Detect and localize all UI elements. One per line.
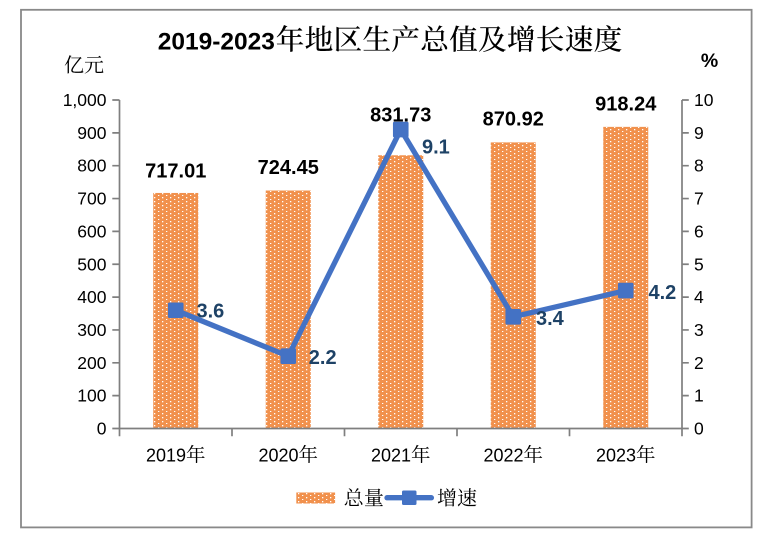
svg-text:831.73: 831.73 (370, 104, 431, 126)
svg-text:724.45: 724.45 (258, 157, 319, 179)
svg-text:600: 600 (77, 221, 106, 241)
svg-text:300: 300 (77, 320, 106, 340)
svg-text:2021: 2021 (371, 446, 411, 466)
svg-text:3.6: 3.6 (197, 300, 225, 322)
svg-text:500: 500 (77, 254, 106, 274)
svg-text:2.2: 2.2 (309, 347, 337, 369)
svg-text:400: 400 (77, 287, 106, 307)
svg-text:200: 200 (77, 353, 106, 373)
svg-text:0: 0 (97, 419, 107, 439)
svg-text:2019-2023: 2019-2023 (158, 29, 275, 56)
svg-text:870.92: 870.92 (483, 109, 544, 131)
svg-text:2022: 2022 (484, 446, 524, 466)
svg-text:2023: 2023 (596, 446, 636, 466)
svg-text:3.4: 3.4 (536, 308, 565, 330)
svg-text:800: 800 (77, 156, 106, 176)
svg-text:700: 700 (77, 189, 106, 209)
svg-text:100: 100 (77, 386, 106, 406)
svg-text:1,000: 1,000 (63, 90, 107, 110)
svg-text:6: 6 (694, 221, 704, 241)
svg-text:2020: 2020 (259, 446, 299, 466)
svg-text:717.01: 717.01 (145, 160, 206, 182)
svg-text:900: 900 (77, 123, 106, 143)
svg-text:1: 1 (694, 386, 704, 406)
svg-text:918.24: 918.24 (595, 94, 657, 116)
svg-text:10: 10 (694, 90, 714, 110)
svg-text:9.1: 9.1 (422, 136, 450, 158)
svg-text:0: 0 (694, 419, 704, 439)
svg-text:%: % (701, 50, 718, 72)
svg-text:4: 4 (694, 287, 704, 307)
svg-text:8: 8 (694, 156, 704, 176)
svg-text:4.2: 4.2 (649, 282, 677, 304)
svg-text:2: 2 (694, 353, 704, 373)
svg-text:7: 7 (694, 189, 704, 209)
svg-text:5: 5 (694, 254, 704, 274)
svg-text:9: 9 (694, 123, 704, 143)
svg-text:2019: 2019 (146, 446, 186, 466)
svg-text:3: 3 (694, 320, 704, 340)
